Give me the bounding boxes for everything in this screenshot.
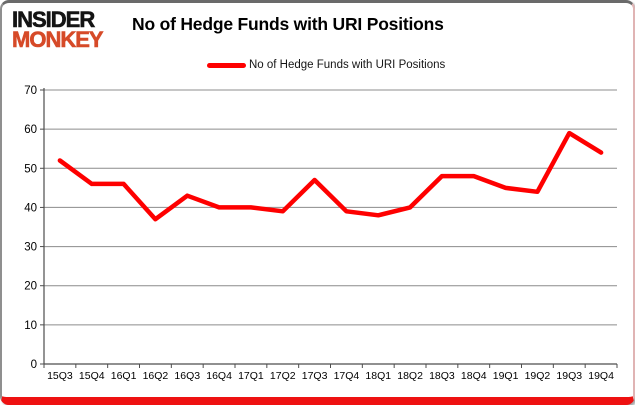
x-tick-label: 17Q4 bbox=[334, 370, 360, 382]
x-tick-label: 19Q1 bbox=[493, 370, 519, 382]
x-tick-label: 18Q2 bbox=[397, 370, 423, 382]
legend-label: No of Hedge Funds with URI Positions bbox=[249, 59, 446, 71]
series-line bbox=[57, 130, 604, 222]
y-tick-label: 0 bbox=[31, 359, 37, 371]
x-tick-label: 16Q2 bbox=[143, 370, 169, 382]
x-tick-label: 19Q2 bbox=[525, 370, 551, 382]
x-tick-label: 15Q4 bbox=[79, 370, 105, 382]
y-tick-label: 70 bbox=[24, 85, 37, 97]
x-tick-label: 16Q4 bbox=[206, 370, 232, 382]
insider-monkey-logo: INSIDER MONKEY bbox=[12, 7, 104, 52]
x-tick-label: 18Q4 bbox=[461, 370, 487, 382]
logo-text-monkey: MONKEY bbox=[12, 27, 104, 52]
chart-legend: No of Hedge Funds with URI Positions bbox=[207, 59, 445, 71]
y-tick-label: 50 bbox=[24, 163, 37, 175]
x-tick-label: 16Q1 bbox=[111, 370, 137, 382]
x-tick-label: 19Q3 bbox=[556, 370, 582, 382]
line-chart: 0 10 20 30 40 50 60 70 15Q3 15Q4 16Q1 16Q2 16Q3 16Q4 1… bbox=[24, 85, 618, 382]
x-tick-label: 17Q2 bbox=[270, 370, 296, 382]
chart-title: No of Hedge Funds with URI Positions bbox=[132, 14, 444, 34]
x-tick-label: 18Q3 bbox=[429, 370, 455, 382]
x-tick-label: 16Q3 bbox=[174, 370, 200, 382]
x-tick-label: 18Q1 bbox=[365, 370, 391, 382]
y-tick-label: 60 bbox=[24, 124, 37, 136]
legend-line-marker bbox=[207, 62, 246, 68]
x-tick-label: 17Q1 bbox=[238, 370, 264, 382]
y-tick-label: 20 bbox=[24, 281, 37, 293]
y-tick-label: 30 bbox=[24, 242, 37, 254]
logo-text-insider: INSIDER bbox=[12, 7, 96, 32]
x-tick-label: 17Q3 bbox=[302, 370, 328, 382]
y-tick-label: 40 bbox=[24, 202, 37, 214]
x-tick-label: 19Q4 bbox=[588, 370, 614, 382]
y-tick-label: 10 bbox=[24, 320, 37, 332]
x-tick-label: 15Q3 bbox=[47, 370, 73, 382]
